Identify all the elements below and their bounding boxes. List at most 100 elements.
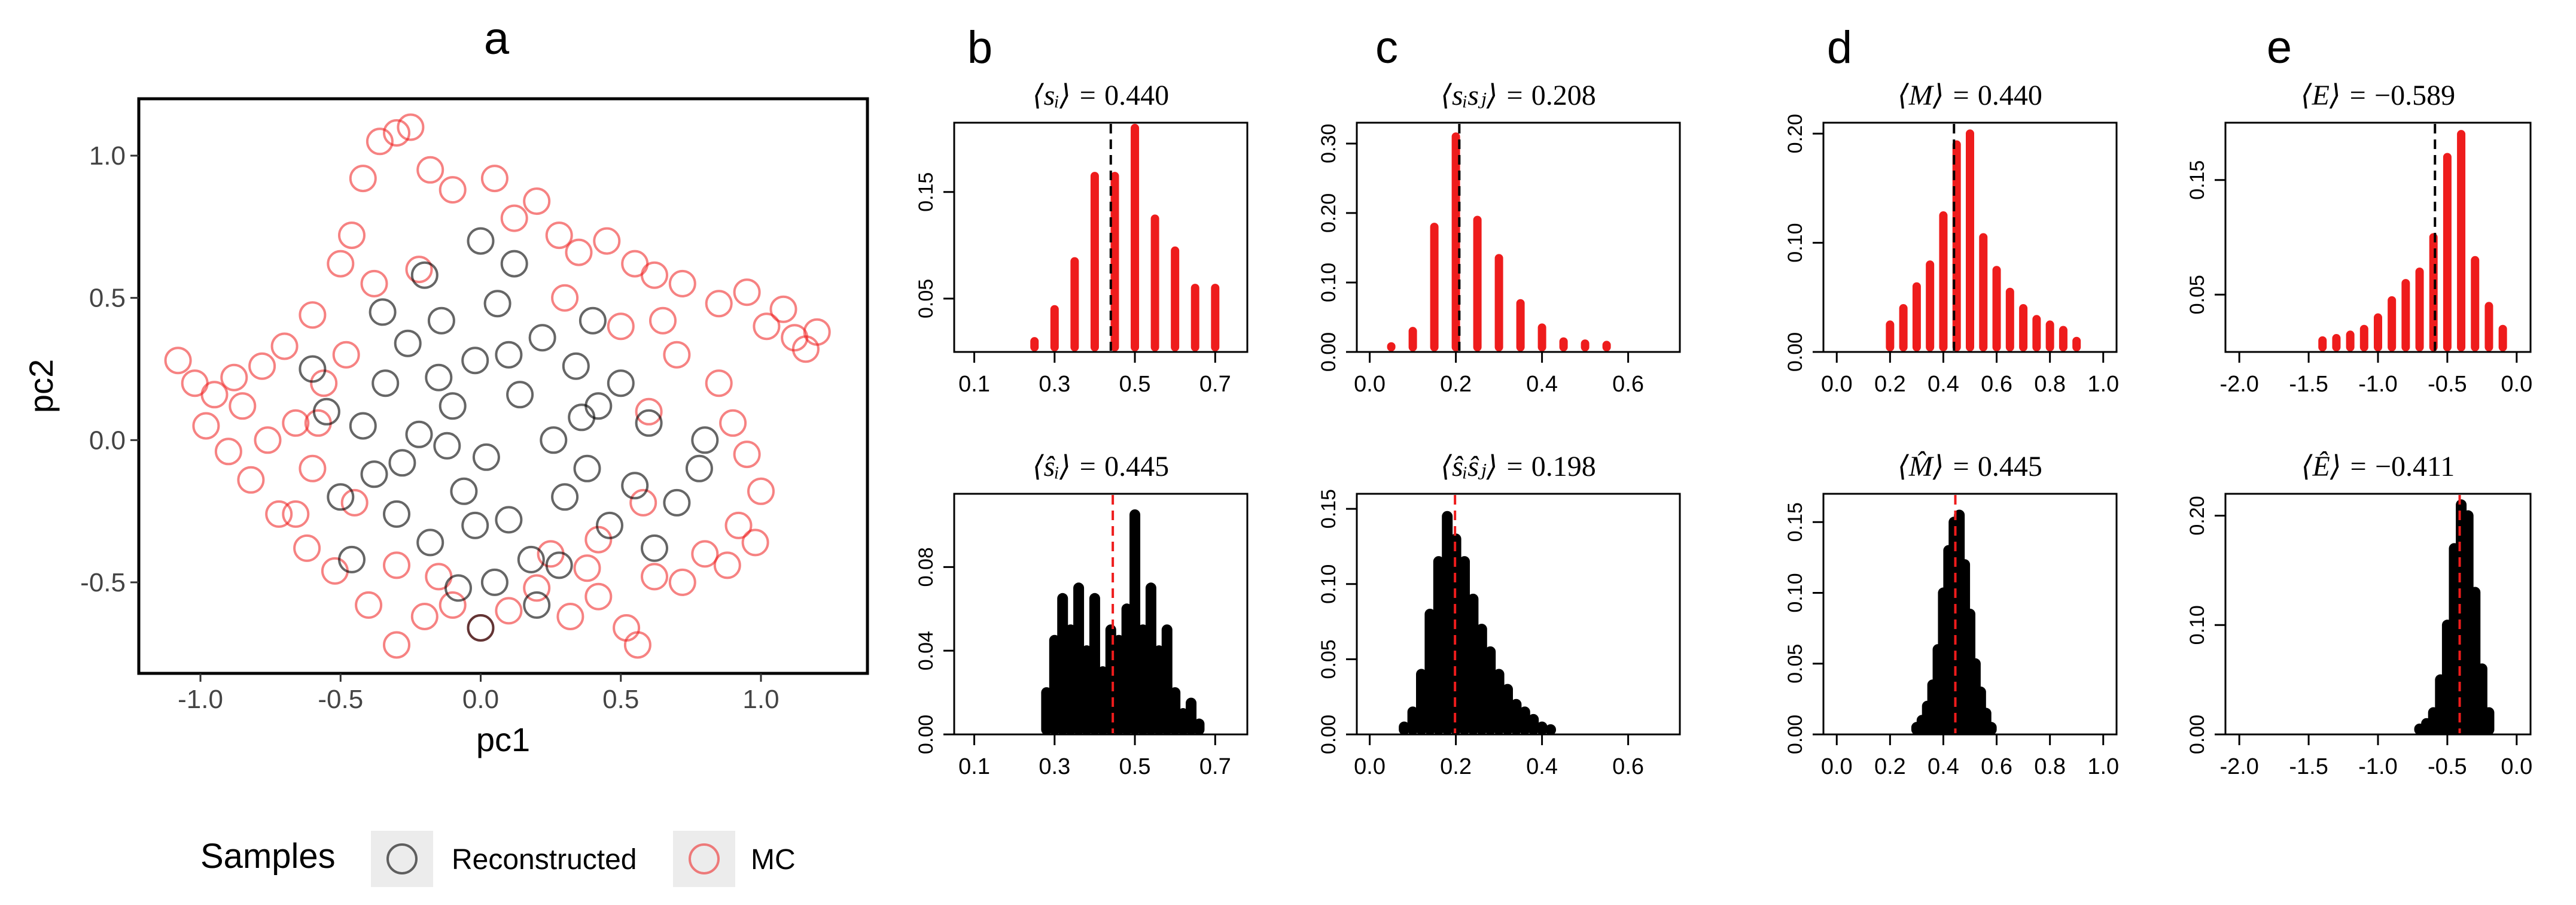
mc-point-64: [584, 526, 613, 554]
y-axis-label: pc2: [22, 359, 60, 413]
reconstructed-point-36: [500, 250, 528, 278]
panel-title-e-top: ⟨E⟩ = −0.589: [2301, 80, 2455, 111]
y-tick-label-c-bottom-2: 0.10: [1317, 564, 1340, 604]
x-tick-label-c-top-3: 0.6: [1612, 372, 1644, 397]
reconstructed-point-4: [394, 329, 422, 357]
reconstructed-point-3: [383, 500, 410, 528]
mc-point-53: [713, 551, 741, 579]
mc-point-16: [338, 221, 366, 250]
mc-point-7: [248, 352, 276, 380]
y-tick-label-e-top-0: 0.05: [2186, 275, 2209, 314]
mc-point-30: [621, 250, 649, 278]
reconstructed-point-0: [349, 412, 377, 440]
mc-point-0: [164, 347, 192, 375]
reconstructed-point-6: [416, 529, 444, 557]
legend-symbol-0: [386, 843, 418, 874]
title-expression-e-bottom: ⟨Ê⟩ =: [2301, 451, 2375, 482]
mc-point-68: [332, 341, 360, 369]
reconstructed-point-49: [433, 432, 461, 460]
mc-point-69: [282, 500, 310, 528]
reconstructed-point-16: [528, 324, 556, 352]
mc-point-55: [741, 529, 769, 557]
histogram-e-top: e ⟨E⟩ = −0.589 -2.0 -1.5 -1.0 -0.5 0.0 0.05 0.15: [2186, 22, 2532, 397]
x-tick-label-e-bottom-1: -1.5: [2289, 754, 2328, 779]
title-expression-d-top: ⟨M⟩ =: [1898, 80, 1978, 111]
y-tick-label-d-top-0: 0.00: [1784, 332, 1807, 372]
x-tick-label-4: 1.0: [742, 685, 779, 714]
title-expression-c-top: ⟨sᵢsⱼ⟩ =: [1441, 80, 1531, 111]
y-tick-label-e-bottom-1: 0.10: [2186, 605, 2209, 645]
y-tick-label-c-bottom-1: 0.05: [1317, 639, 1340, 679]
x-tick-label-d-top-2: 0.4: [1928, 372, 1959, 397]
y-tick-label-d-top-2: 0.20: [1784, 114, 1807, 153]
reconstructed-point-24: [621, 472, 649, 500]
mc-point-6: [237, 466, 265, 494]
mc-point-10: [282, 409, 310, 437]
histogram-c-top: c ⟨sᵢsⱼ⟩ = 0.208 0.0 0.2 0.4 0.6 0.00 0.10 0.20 0…: [1317, 22, 1681, 397]
reconstructed-point-8: [439, 392, 467, 420]
reconstructed-point-34: [410, 261, 439, 289]
reconstructed-point-41: [369, 298, 397, 326]
x-tick-label-d-bottom-5: 1.0: [2087, 754, 2119, 779]
mc-point-56: [747, 477, 775, 505]
mc-point-62: [629, 488, 657, 517]
y-tick-label-b-bottom-0: 0.00: [915, 715, 937, 754]
mc-point-32: [668, 269, 696, 297]
x-tick-label-d-bottom-4: 0.8: [2034, 754, 2066, 779]
mc-point-39: [803, 318, 831, 346]
panel-title-e-bottom: ⟨Ê⟩ = −0.411: [2301, 451, 2455, 482]
reconstructed-point-26: [312, 397, 340, 426]
title-value-d-bottom: 0.445: [1978, 451, 2042, 482]
mc-point-1: [181, 369, 209, 397]
frame-b-top: [953, 122, 1249, 353]
x-tick-label-e-top-2: -1.0: [2358, 372, 2397, 397]
reconstructed-point-33: [338, 545, 366, 573]
y-tick-label-e-top-1: 0.15: [2186, 160, 2209, 200]
x-tick-label-c-bottom-0: 0.0: [1354, 754, 1386, 779]
reconstructed-point-32: [641, 534, 668, 562]
mc-point-70: [254, 426, 282, 454]
x-tick-label-d-top-5: 1.0: [2087, 372, 2119, 397]
y-tick-label-0: -0.5: [80, 568, 126, 597]
x-tick-label-d-bottom-3: 0.6: [1981, 754, 2012, 779]
histogram-b-bottom: ⟨ŝᵢ⟩ = 0.445 0.1 0.3 0.5 0.7 0.00 0.04 0.08: [915, 451, 1249, 779]
reconstructed-point-12: [483, 290, 511, 318]
mc-point-50: [641, 563, 668, 591]
reconstructed-point-17: [540, 426, 568, 454]
mc-point-35: [753, 312, 781, 341]
x-tick-label-d-top-1: 0.2: [1874, 372, 1906, 397]
frame-c-top: [1356, 122, 1681, 353]
mc-point-28: [565, 238, 593, 266]
x-tick-label-d-top-0: 0.0: [1821, 372, 1853, 397]
mc-point-74: [405, 256, 433, 284]
y-tick-label-b-top-0: 0.05: [915, 279, 937, 318]
panel-title-b-bottom: ⟨ŝᵢ⟩ = 0.445: [1033, 451, 1169, 482]
y-tick-label-d-top-1: 0.10: [1784, 223, 1807, 263]
title-expression-d-bottom: ⟨M̂⟩ =: [1898, 450, 1978, 482]
mc-point-2: [200, 381, 229, 409]
panel-letter-c: c: [1375, 22, 1398, 73]
mc-point-75: [551, 284, 579, 312]
x-tick-label-d-bottom-0: 0.0: [1821, 754, 1853, 779]
x-tick-label-b-top-0: 0.1: [958, 372, 990, 397]
y-tick-label-2: 0.5: [89, 284, 126, 313]
y-tick-label-c-top-0: 0.00: [1317, 332, 1340, 372]
x-tick-label-e-bottom-0: -2.0: [2219, 754, 2258, 779]
y-tick-label-b-bottom-1: 0.04: [915, 631, 937, 670]
mc-point-20: [383, 119, 410, 147]
mc-point-58: [719, 409, 747, 437]
title-expression-b-bottom: ⟨ŝᵢ⟩ =: [1033, 451, 1104, 482]
title-value-b-bottom: 0.445: [1104, 451, 1169, 482]
y-tick-label-d-bottom-2: 0.10: [1784, 573, 1807, 612]
legend-label-0: Reconstructed: [452, 844, 637, 876]
y-tick-label-e-bottom-0: 0.00: [2186, 715, 2209, 754]
mc-point-57: [733, 441, 761, 469]
x-tick-label-e-top-0: -2.0: [2219, 372, 2258, 397]
mc-point-76: [573, 554, 601, 582]
x-tick-label-e-bottom-4: 0.0: [2501, 754, 2532, 779]
reconstructed-point-43: [425, 363, 453, 391]
title-expression-c-bottom: ⟨ŝᵢŝⱼ⟩ =: [1441, 451, 1531, 482]
y-tick-label-d-bottom-1: 0.05: [1784, 644, 1807, 684]
title-expression-b-top: ⟨sᵢ⟩ =: [1033, 80, 1104, 111]
mc-point-27: [545, 221, 573, 250]
